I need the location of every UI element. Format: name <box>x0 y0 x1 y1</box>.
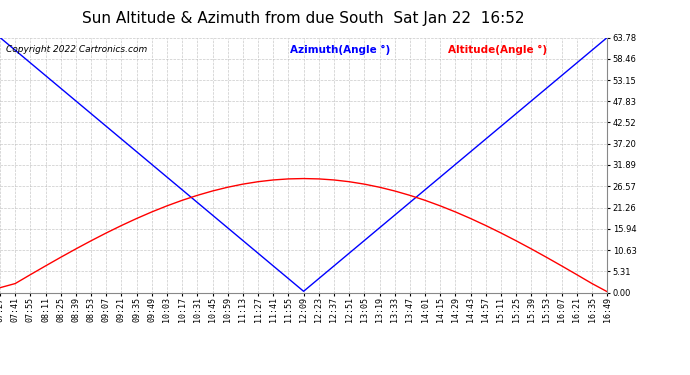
Text: Azimuth(Angle °): Azimuth(Angle °) <box>290 45 390 55</box>
Text: Altitude(Angle °): Altitude(Angle °) <box>448 45 547 55</box>
Text: Sun Altitude & Azimuth from due South  Sat Jan 22  16:52: Sun Altitude & Azimuth from due South Sa… <box>82 11 525 26</box>
Text: Copyright 2022 Cartronics.com: Copyright 2022 Cartronics.com <box>6 45 148 54</box>
